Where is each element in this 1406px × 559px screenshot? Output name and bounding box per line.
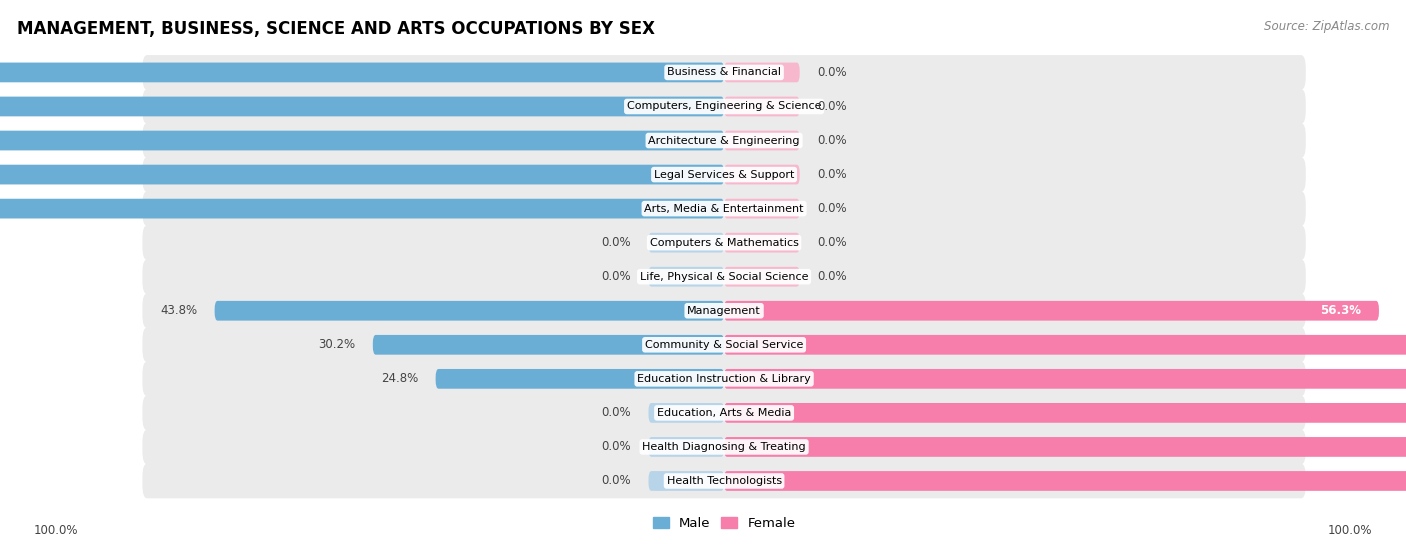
FancyBboxPatch shape (373, 335, 724, 354)
Text: Legal Services & Support: Legal Services & Support (654, 169, 794, 179)
FancyBboxPatch shape (142, 463, 1306, 498)
Text: 0.0%: 0.0% (817, 168, 846, 181)
FancyBboxPatch shape (142, 362, 1306, 396)
Text: Management: Management (688, 306, 761, 316)
Text: 0.0%: 0.0% (602, 236, 631, 249)
Text: 0.0%: 0.0% (817, 100, 846, 113)
Text: 0.0%: 0.0% (602, 475, 631, 487)
FancyBboxPatch shape (0, 63, 724, 82)
Text: Architecture & Engineering: Architecture & Engineering (648, 135, 800, 145)
Text: Computers & Mathematics: Computers & Mathematics (650, 238, 799, 248)
FancyBboxPatch shape (724, 165, 800, 184)
Text: 0.0%: 0.0% (817, 66, 846, 79)
FancyBboxPatch shape (142, 429, 1306, 465)
FancyBboxPatch shape (142, 259, 1306, 294)
FancyBboxPatch shape (724, 131, 800, 150)
FancyBboxPatch shape (142, 123, 1306, 158)
FancyBboxPatch shape (0, 131, 724, 150)
Text: 0.0%: 0.0% (817, 134, 846, 147)
FancyBboxPatch shape (436, 369, 724, 389)
Text: Arts, Media & Entertainment: Arts, Media & Entertainment (644, 203, 804, 214)
FancyBboxPatch shape (648, 471, 724, 491)
Text: 0.0%: 0.0% (602, 406, 631, 419)
Text: MANAGEMENT, BUSINESS, SCIENCE AND ARTS OCCUPATIONS BY SEX: MANAGEMENT, BUSINESS, SCIENCE AND ARTS O… (17, 20, 655, 37)
FancyBboxPatch shape (0, 199, 724, 219)
FancyBboxPatch shape (724, 369, 1406, 389)
FancyBboxPatch shape (142, 157, 1306, 192)
Text: Business & Financial: Business & Financial (666, 68, 782, 78)
Text: 0.0%: 0.0% (817, 236, 846, 249)
FancyBboxPatch shape (724, 199, 800, 219)
Text: 0.0%: 0.0% (817, 270, 846, 283)
Text: Health Diagnosing & Treating: Health Diagnosing & Treating (643, 442, 806, 452)
FancyBboxPatch shape (724, 233, 800, 253)
Text: 0.0%: 0.0% (602, 270, 631, 283)
FancyBboxPatch shape (142, 225, 1306, 260)
Text: Health Technologists: Health Technologists (666, 476, 782, 486)
FancyBboxPatch shape (724, 403, 1406, 423)
Text: 100.0%: 100.0% (34, 524, 79, 537)
FancyBboxPatch shape (0, 97, 724, 116)
Text: 56.3%: 56.3% (1320, 304, 1361, 318)
FancyBboxPatch shape (142, 396, 1306, 430)
FancyBboxPatch shape (724, 437, 1406, 457)
Text: 0.0%: 0.0% (602, 440, 631, 453)
FancyBboxPatch shape (142, 293, 1306, 328)
FancyBboxPatch shape (142, 328, 1306, 362)
FancyBboxPatch shape (724, 267, 800, 287)
FancyBboxPatch shape (724, 97, 800, 116)
Text: 0.0%: 0.0% (817, 202, 846, 215)
FancyBboxPatch shape (648, 233, 724, 253)
FancyBboxPatch shape (142, 191, 1306, 226)
Text: Computers, Engineering & Science: Computers, Engineering & Science (627, 102, 821, 111)
FancyBboxPatch shape (724, 301, 1379, 321)
FancyBboxPatch shape (648, 267, 724, 287)
FancyBboxPatch shape (0, 165, 724, 184)
FancyBboxPatch shape (724, 335, 1406, 354)
Legend: Male, Female: Male, Female (647, 511, 801, 535)
FancyBboxPatch shape (142, 89, 1306, 124)
Text: Life, Physical & Social Science: Life, Physical & Social Science (640, 272, 808, 282)
Text: Source: ZipAtlas.com: Source: ZipAtlas.com (1264, 20, 1389, 32)
FancyBboxPatch shape (215, 301, 724, 321)
FancyBboxPatch shape (648, 403, 724, 423)
Text: 30.2%: 30.2% (318, 338, 356, 351)
Text: Community & Social Service: Community & Social Service (645, 340, 803, 350)
FancyBboxPatch shape (648, 437, 724, 457)
Text: 43.8%: 43.8% (160, 304, 197, 318)
FancyBboxPatch shape (724, 63, 800, 82)
Text: Education, Arts & Media: Education, Arts & Media (657, 408, 792, 418)
FancyBboxPatch shape (142, 55, 1306, 90)
FancyBboxPatch shape (724, 471, 1406, 491)
Text: 100.0%: 100.0% (1327, 524, 1372, 537)
Text: Education Instruction & Library: Education Instruction & Library (637, 374, 811, 384)
Text: 24.8%: 24.8% (381, 372, 418, 385)
